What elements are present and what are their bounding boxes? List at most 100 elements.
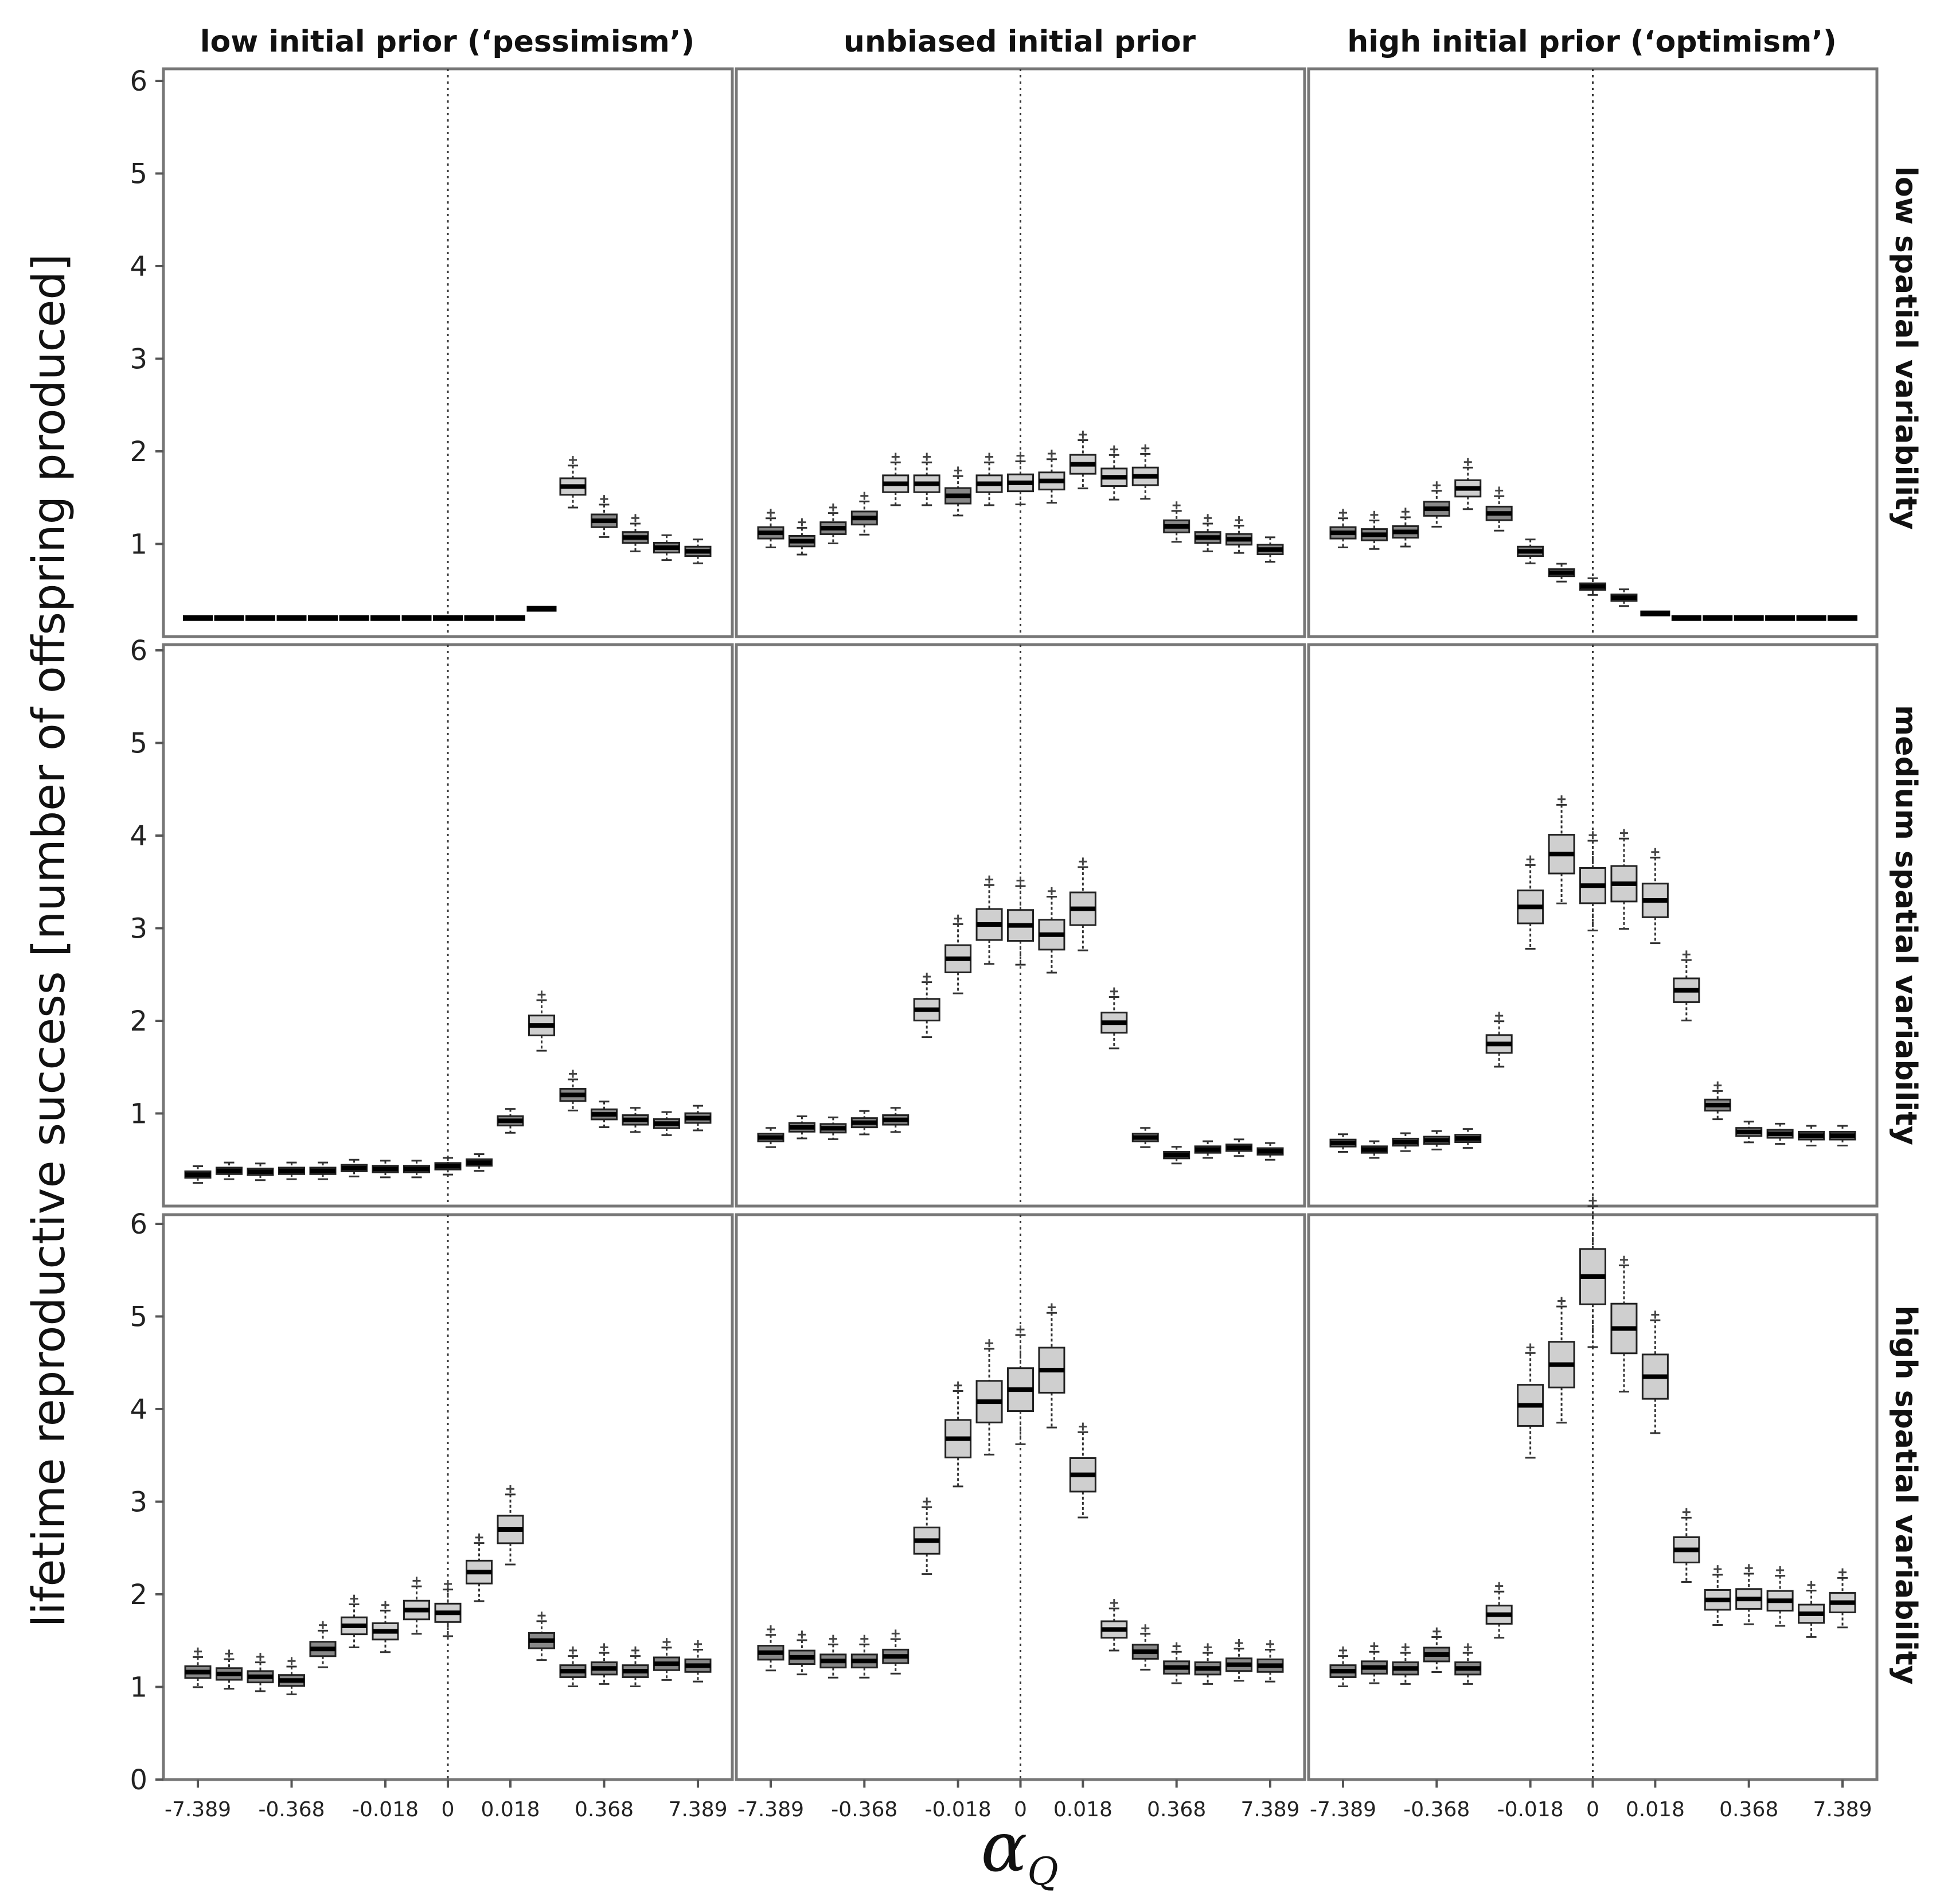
box-group <box>622 1646 649 1687</box>
box-group <box>882 452 910 506</box>
x-tick-label: 0 <box>1014 1798 1027 1821</box>
box-median <box>1703 615 1733 621</box>
box-group <box>247 1652 274 1692</box>
box-group <box>757 1127 784 1148</box>
box-group <box>788 1630 815 1676</box>
box-group <box>1100 445 1128 501</box>
box-median <box>1640 610 1670 617</box>
column-title: low initial prior (‘pessimism’) <box>200 25 695 59</box>
box-group <box>401 615 432 621</box>
box-group <box>1225 516 1253 554</box>
box-group <box>1163 1642 1190 1684</box>
x-tick-label: 0.018 <box>481 1798 540 1821</box>
box-group <box>1673 950 1700 1021</box>
box-group <box>975 452 1003 506</box>
box-group <box>1100 987 1128 1049</box>
box-group <box>944 466 972 517</box>
y-tick-label: 1 <box>130 1672 147 1704</box>
y-tick-label: 6 <box>130 65 147 97</box>
box-group <box>653 1111 680 1136</box>
box-group <box>466 1153 493 1172</box>
box-group <box>882 1107 910 1133</box>
panel-1-1 <box>757 857 1284 1165</box>
box-group <box>1329 1133 1357 1153</box>
box-group <box>1007 876 1034 966</box>
x-tick-label: 0 <box>1586 1798 1599 1821</box>
box-group <box>1069 857 1096 951</box>
box-group <box>1360 1140 1388 1159</box>
box-group <box>1485 1582 1513 1639</box>
box-group <box>341 1158 368 1177</box>
y-tick-label: 1 <box>130 529 147 561</box>
panel-2-2 <box>1329 1196 1856 1687</box>
box-group <box>882 1629 910 1675</box>
box-group <box>850 1110 878 1136</box>
y-tick-label: 3 <box>130 1486 147 1519</box>
box-group <box>1163 1146 1190 1165</box>
box-group <box>1100 1599 1128 1652</box>
box-group <box>559 456 587 509</box>
box-group <box>1735 1121 1763 1144</box>
box-group <box>341 1594 368 1648</box>
y-tick-label: 5 <box>130 158 147 190</box>
x-tick-label: 0.368 <box>1147 1798 1206 1821</box>
box-group <box>276 615 307 621</box>
box-group <box>1796 615 1826 621</box>
box-median <box>245 615 275 621</box>
box-group <box>1225 1639 1253 1682</box>
box-group <box>913 972 940 1039</box>
box-median <box>1765 615 1795 621</box>
box-group <box>1548 563 1575 583</box>
box-group <box>434 1157 462 1176</box>
box-group <box>526 606 557 612</box>
box-group <box>214 615 244 621</box>
box-group <box>788 518 815 556</box>
x-tick-label: -7.389 <box>165 1798 231 1821</box>
x-tick-label: 7.389 <box>1240 1798 1299 1821</box>
box-group <box>1329 509 1357 548</box>
y-tick-label: 6 <box>130 635 147 667</box>
box-group <box>819 1116 847 1140</box>
x-tick-label: -0.368 <box>831 1798 897 1821</box>
y-tick-label: 2 <box>130 436 147 468</box>
box-group <box>1256 536 1284 563</box>
box-group <box>1517 539 1544 564</box>
box-group <box>1610 1255 1638 1393</box>
panel-2-1 <box>757 1303 1284 1685</box>
y-tick-label: 3 <box>130 344 147 376</box>
y-tick-label: 2 <box>130 1579 147 1611</box>
panel-0-2 <box>1329 458 1857 621</box>
box-median <box>183 615 213 621</box>
column-title: unbiased initial prior <box>844 25 1196 59</box>
panels: 1 2 3 4 5 6 1 2 3 4 5 6 0 1 2 3 4 5 6 -7.389 -0.368 -0.018 0 0.… <box>130 65 1879 1821</box>
box-group <box>464 615 494 621</box>
y-tick-label: 4 <box>130 251 147 283</box>
row-title: low spatial variability <box>1888 166 1923 530</box>
box-median <box>308 615 338 621</box>
box-group <box>278 1657 305 1695</box>
box-group <box>403 1160 430 1179</box>
x-tick-label: 0.368 <box>1719 1798 1778 1821</box>
box-median <box>1734 615 1764 621</box>
box-group <box>653 534 680 561</box>
x-tick-label: 0.368 <box>575 1798 634 1821</box>
box-group <box>1392 1132 1419 1152</box>
panel-0-1 <box>757 430 1284 563</box>
box-group <box>1256 1142 1284 1161</box>
box-median <box>526 606 557 612</box>
y-tick-label: 6 <box>130 1208 147 1240</box>
x-tick-label: -0.018 <box>1497 1798 1564 1821</box>
box-group <box>1671 615 1701 621</box>
box-group <box>1454 458 1482 510</box>
box-group <box>372 1601 399 1653</box>
box-group <box>591 1101 618 1128</box>
x-tick-label: -7.389 <box>1310 1798 1376 1821</box>
box-group <box>1423 1627 1450 1673</box>
box-group <box>1038 887 1065 974</box>
box-group <box>1641 1310 1669 1434</box>
x-tick-label: 0 <box>442 1798 455 1821</box>
box-group <box>1640 610 1670 617</box>
y-tick-label: 5 <box>130 1301 147 1333</box>
column-title: high initial prior (‘optimism’) <box>1347 25 1837 59</box>
